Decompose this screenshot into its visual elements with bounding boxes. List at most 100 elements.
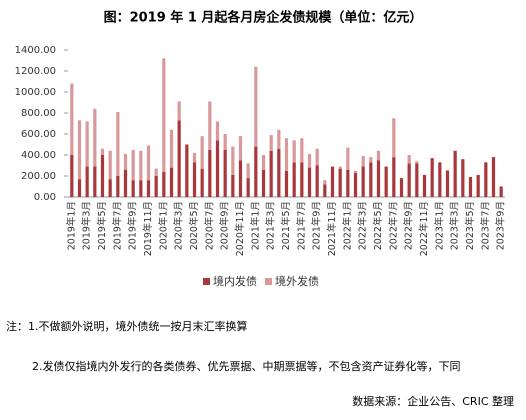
bar-segment xyxy=(330,166,335,197)
bar-segment xyxy=(438,162,442,197)
bar-segment xyxy=(277,129,281,149)
bar-segment xyxy=(323,184,327,197)
bar-segment xyxy=(307,153,312,168)
bar-segment xyxy=(185,144,189,197)
source: 数据来源：企业公告、CRIC 整理 xyxy=(352,394,514,408)
bar-segment xyxy=(415,163,419,197)
bar-segment xyxy=(407,163,411,197)
bar-segment xyxy=(338,166,342,169)
bar-segment xyxy=(292,140,296,163)
bar-segment xyxy=(200,168,204,197)
x-tick-label: 2020年1月 xyxy=(157,201,169,250)
bar-segment xyxy=(100,148,105,155)
bar-segment xyxy=(192,162,197,197)
bar-segment xyxy=(208,101,212,150)
bar-segment xyxy=(392,118,396,158)
y-tick-label: 1400.00 xyxy=(15,45,56,56)
x-tick-label: 2023年7月 xyxy=(479,201,491,250)
y-tick-label: 400.00 xyxy=(21,150,56,161)
bar-segment xyxy=(231,146,235,175)
bar-segment xyxy=(116,111,120,176)
bar-segment xyxy=(284,170,289,197)
bar-segment xyxy=(77,179,82,197)
bar-segment xyxy=(461,159,465,197)
bar-segment xyxy=(491,157,496,197)
x-tick-label: 2020年7月 xyxy=(203,201,215,250)
x-tick-label: 2023年5月 xyxy=(464,201,476,250)
x-tick-label: 2021年1月 xyxy=(249,201,261,250)
bar-segment xyxy=(231,174,235,197)
x-tick-label: 2020年11月 xyxy=(234,201,246,256)
bar-segment xyxy=(315,165,319,197)
bar-segment xyxy=(131,180,135,197)
bar-segment xyxy=(154,168,158,176)
bar-segment xyxy=(422,174,427,197)
bar-segment xyxy=(131,149,135,181)
legend-swatch xyxy=(203,278,210,285)
legend-swatch xyxy=(265,278,272,285)
bar-segment xyxy=(369,157,373,163)
x-tick-label: 2023年9月 xyxy=(495,201,507,250)
bar-segment xyxy=(445,169,450,171)
bar-segment xyxy=(139,180,143,197)
bar-segment xyxy=(445,170,450,197)
legend-label: 境内发债 xyxy=(213,274,257,288)
chart-title: 图：2019 年 1 月起各月房企发债规模（单位：亿元） xyxy=(104,10,423,26)
bar-segment xyxy=(215,121,220,141)
x-tick-label: 2023年1月 xyxy=(433,201,445,250)
bar-segment xyxy=(353,170,358,173)
bar-segment xyxy=(392,157,396,197)
bar-segment xyxy=(376,160,381,197)
bar-segment xyxy=(269,135,273,151)
bar-segment xyxy=(108,179,112,197)
bar-segment xyxy=(468,177,473,197)
bar-segment xyxy=(200,136,204,169)
bar-segment xyxy=(292,162,296,197)
bar-segment xyxy=(108,150,112,180)
bar-segment xyxy=(407,155,411,164)
bar-segment xyxy=(77,120,82,180)
bar-segment xyxy=(338,168,342,197)
bar-segment xyxy=(254,66,258,147)
bar-segment xyxy=(223,134,227,150)
bar-segment xyxy=(361,156,365,167)
bar-segment xyxy=(361,166,365,197)
bar-segment xyxy=(162,58,166,172)
bar-segment xyxy=(85,166,89,197)
x-tick-label: 2019年5月 xyxy=(96,201,108,250)
x-tick-label: 2021年3月 xyxy=(265,201,277,250)
x-tick-label: 2021年5月 xyxy=(280,201,292,250)
bar-segment xyxy=(85,121,89,167)
x-tick-label: 2021年7月 xyxy=(295,201,307,250)
bar-segment xyxy=(261,155,266,170)
x-tick-label: 2021年11月 xyxy=(326,201,338,256)
bar-segment xyxy=(499,186,503,197)
x-tick-label: 2020年9月 xyxy=(219,201,231,250)
x-tick-label: 2019年3月 xyxy=(81,201,93,250)
bar-segment xyxy=(93,166,97,197)
x-tick-label: 2023年3月 xyxy=(449,201,461,250)
x-tick-label: 2022年1月 xyxy=(341,201,353,250)
bar-segment xyxy=(246,163,250,179)
bar-segment xyxy=(399,178,404,197)
bar-segment xyxy=(415,161,419,164)
bar-segment xyxy=(123,169,128,197)
bar-segment xyxy=(238,160,243,197)
bar-segment xyxy=(300,138,304,163)
bar-segment xyxy=(476,174,480,197)
x-tick-label: 2019年11月 xyxy=(142,201,154,256)
bar-segment xyxy=(346,147,350,170)
bar-segment xyxy=(116,176,120,197)
bar-segment xyxy=(154,176,158,197)
x-tick-label: 2022年7月 xyxy=(387,201,399,250)
bar-segment xyxy=(369,162,373,197)
bar-segment xyxy=(277,148,281,197)
bar-segment xyxy=(177,101,181,121)
bar-segment xyxy=(254,146,258,197)
x-tick-label: 2020年5月 xyxy=(188,201,200,250)
bar-segment xyxy=(346,169,350,197)
bar-segment xyxy=(146,180,151,197)
bar-segment xyxy=(353,172,358,197)
note: 2.发债仅指境内外发行的各类债券、优先票据、中期票据等，不包含资产证券化等，下同 xyxy=(32,359,461,373)
